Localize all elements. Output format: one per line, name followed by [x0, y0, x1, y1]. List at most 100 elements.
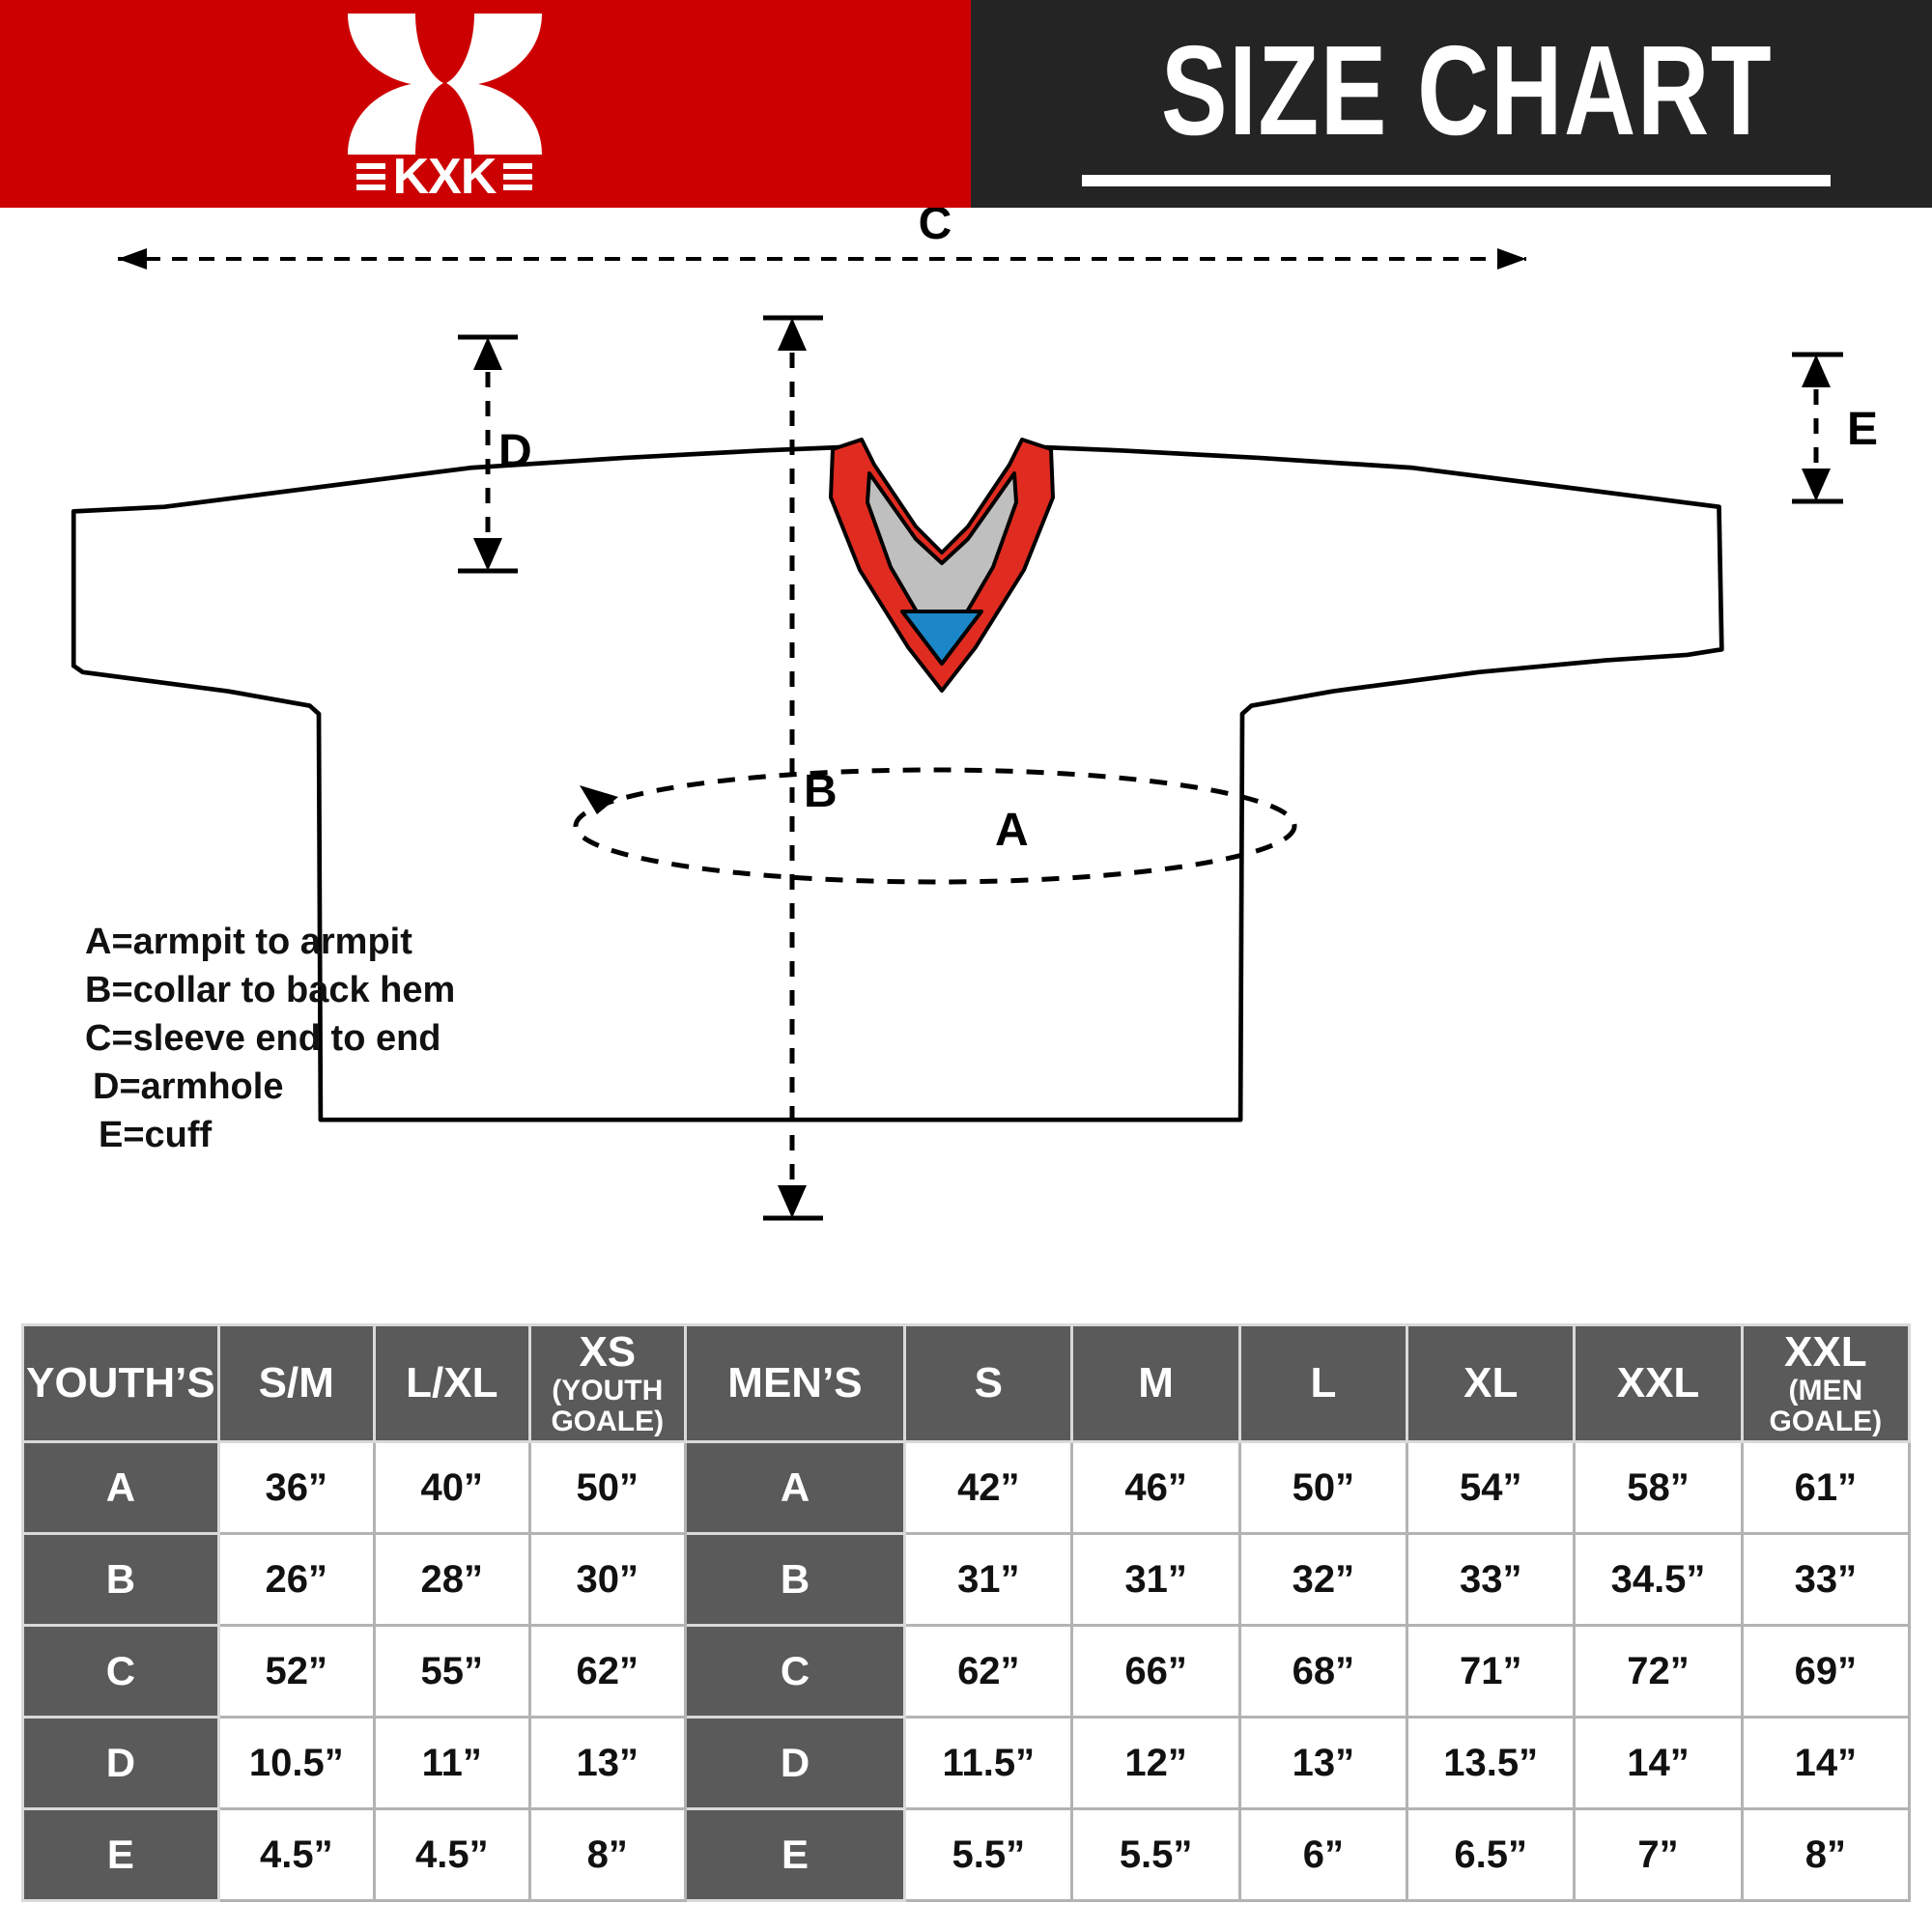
- cell-mens-a-xxl: 58”: [1573, 1440, 1744, 1535]
- header-mens-m: M: [1070, 1323, 1241, 1443]
- header-mens-xxl-goalie-sub: (MEN GOALE): [1769, 1375, 1883, 1437]
- header-youth-sm: S/M: [216, 1323, 376, 1443]
- cell-youth-e-sm: 4.5”: [216, 1807, 376, 1902]
- dimension-a-arrow: [580, 785, 618, 814]
- cell-mens-d-l: 13”: [1237, 1716, 1409, 1810]
- cell-youth-e-xs: 8”: [527, 1807, 687, 1902]
- header-mens-l: L: [1237, 1323, 1409, 1443]
- header-mens-s-label: S: [974, 1359, 1003, 1406]
- cell-mens-b-xxl: 34.5”: [1573, 1532, 1744, 1627]
- title-underline: [1082, 175, 1831, 186]
- cell-mens-b-s: 31”: [903, 1532, 1074, 1627]
- row-label-youth-d: D: [21, 1716, 220, 1810]
- cell-mens-c-xl: 71”: [1406, 1624, 1577, 1719]
- header-youth-lxl-label: L/XL: [406, 1359, 498, 1406]
- table-row: E 4.5” 4.5” 8” E 5.5” 5.5” 6” 6.5” 7” 8”: [21, 1807, 1912, 1902]
- cell-mens-a-xxlg: 61”: [1740, 1440, 1912, 1535]
- row-label-mens-b: B: [683, 1532, 907, 1627]
- legend-line-c: C=sleeve end to end: [85, 1018, 441, 1059]
- header-mens-xxl: XXL: [1573, 1323, 1744, 1443]
- title-block: SIZE CHART: [971, 0, 1932, 208]
- cell-youth-a-sm: 36”: [216, 1440, 376, 1535]
- row-label-youth-c: C: [21, 1624, 220, 1719]
- cell-mens-b-m: 31”: [1070, 1532, 1241, 1627]
- legend-line-e: E=cuff: [99, 1115, 213, 1155]
- cell-youth-a-lxl: 40”: [372, 1440, 531, 1535]
- cell-mens-a-xl: 54”: [1406, 1440, 1577, 1535]
- cell-mens-e-xxlg: 8”: [1740, 1807, 1912, 1902]
- dimension-label-a: A: [995, 805, 1029, 856]
- header-youth-label: YOUTH’S: [26, 1359, 215, 1406]
- header-youth: YOUTH’S: [21, 1323, 220, 1443]
- jersey-collar: [829, 438, 1055, 693]
- cell-mens-d-xl: 13.5”: [1406, 1716, 1577, 1810]
- row-label-youth-b: B: [21, 1532, 220, 1627]
- legend-line-b: B=collar to back hem: [85, 970, 456, 1010]
- header-dark-panel: [971, 0, 1932, 208]
- size-chart-table: YOUTH’S S/M L/XL XS (YOUTH GOALE) MEN’S …: [21, 1323, 1912, 1902]
- cell-mens-c-l: 68”: [1237, 1624, 1409, 1719]
- cell-mens-e-xl: 6.5”: [1406, 1807, 1577, 1902]
- header-mens-label: MEN’S: [727, 1359, 863, 1406]
- row-label-mens-d: D: [683, 1716, 907, 1810]
- page-header: KXK SIZE CHART: [0, 0, 1932, 208]
- cell-mens-b-xl: 33”: [1406, 1532, 1577, 1627]
- cell-mens-d-xxlg: 14”: [1740, 1716, 1912, 1810]
- cell-mens-c-m: 66”: [1070, 1624, 1241, 1719]
- header-youth-xs-goalie: XS (YOUTH GOALE): [527, 1323, 687, 1443]
- legend-line-a: A=armpit to armpit: [85, 922, 412, 962]
- dimension-a: [573, 767, 1297, 885]
- row-label-youth-a: A: [21, 1440, 220, 1535]
- table-row: A 36” 40” 50” A 42” 46” 50” 54” 58” 61”: [21, 1440, 1912, 1535]
- table-header-row: YOUTH’S S/M L/XL XS (YOUTH GOALE) MEN’S …: [21, 1323, 1912, 1443]
- header-youth-sm-label: S/M: [258, 1359, 334, 1406]
- legend-line-d: D=armhole: [93, 1066, 284, 1107]
- cell-mens-d-m: 12”: [1070, 1716, 1241, 1810]
- row-label-youth-e: E: [21, 1807, 220, 1902]
- page-title: SIZE CHART: [1160, 19, 1774, 161]
- brand-logo: KXK: [319, 12, 570, 205]
- row-label-mens-e: E: [683, 1807, 907, 1902]
- cell-youth-e-lxl: 4.5”: [372, 1807, 531, 1902]
- cell-youth-c-sm: 52”: [216, 1624, 376, 1719]
- row-label-mens-a: A: [683, 1440, 907, 1535]
- cell-youth-b-xs: 30”: [527, 1532, 687, 1627]
- cell-youth-d-xs: 13”: [527, 1716, 687, 1810]
- header-mens-xxl-label: XXL: [1616, 1359, 1700, 1406]
- cell-youth-c-xs: 62”: [527, 1624, 687, 1719]
- brand-wordmark: KXK: [319, 149, 570, 205]
- table-row: B 26” 28” 30” B 31” 31” 32” 33” 34.5” 33…: [21, 1532, 1912, 1627]
- header-mens-xxl-goalie: XXL (MEN GOALE): [1740, 1323, 1912, 1443]
- table-row: C 52” 55” 62” C 62” 66” 68” 71” 72” 69”: [21, 1624, 1912, 1719]
- jersey-illustration-svg: D E B C A: [71, 208, 1878, 1221]
- cell-mens-e-m: 5.5”: [1070, 1807, 1241, 1902]
- measurement-legend: A=armpit to armpit B=collar to back hem …: [85, 918, 587, 1159]
- cell-mens-d-xxl: 14”: [1573, 1716, 1744, 1810]
- dimension-label-c: C: [919, 208, 952, 249]
- cell-mens-b-l: 32”: [1237, 1532, 1409, 1627]
- dimension-b: [763, 315, 823, 1221]
- cell-mens-d-s: 11.5”: [903, 1716, 1074, 1810]
- cell-mens-e-xxl: 7”: [1573, 1807, 1744, 1902]
- dimension-label-d: D: [498, 426, 532, 477]
- cell-youth-d-lxl: 11”: [372, 1716, 531, 1810]
- header-mens-m-label: M: [1138, 1359, 1174, 1406]
- header-mens-xxl-goalie-label: XXL: [1784, 1328, 1867, 1376]
- jersey-diagram: D E B C A: [0, 208, 1932, 1294]
- cell-youth-a-xs: 50”: [527, 1440, 687, 1535]
- brand-name: KXK: [392, 149, 497, 205]
- cell-mens-c-s: 62”: [903, 1624, 1074, 1719]
- header-mens: MEN’S: [683, 1323, 907, 1443]
- logo-left-bars-icon: [355, 163, 385, 190]
- cell-youth-c-lxl: 55”: [372, 1624, 531, 1719]
- cell-mens-a-l: 50”: [1237, 1440, 1409, 1535]
- header-mens-xl-label: XL: [1463, 1359, 1519, 1406]
- cell-mens-a-m: 46”: [1070, 1440, 1241, 1535]
- cell-mens-b-xxlg: 33”: [1740, 1532, 1912, 1627]
- cell-mens-a-s: 42”: [903, 1440, 1074, 1535]
- cell-youth-b-lxl: 28”: [372, 1532, 531, 1627]
- cell-mens-e-l: 6”: [1237, 1807, 1409, 1902]
- dimension-e: [1792, 352, 1843, 504]
- header-youth-lxl: L/XL: [372, 1323, 531, 1443]
- header-youth-xs-sub: (YOUTH GOALE): [551, 1375, 665, 1437]
